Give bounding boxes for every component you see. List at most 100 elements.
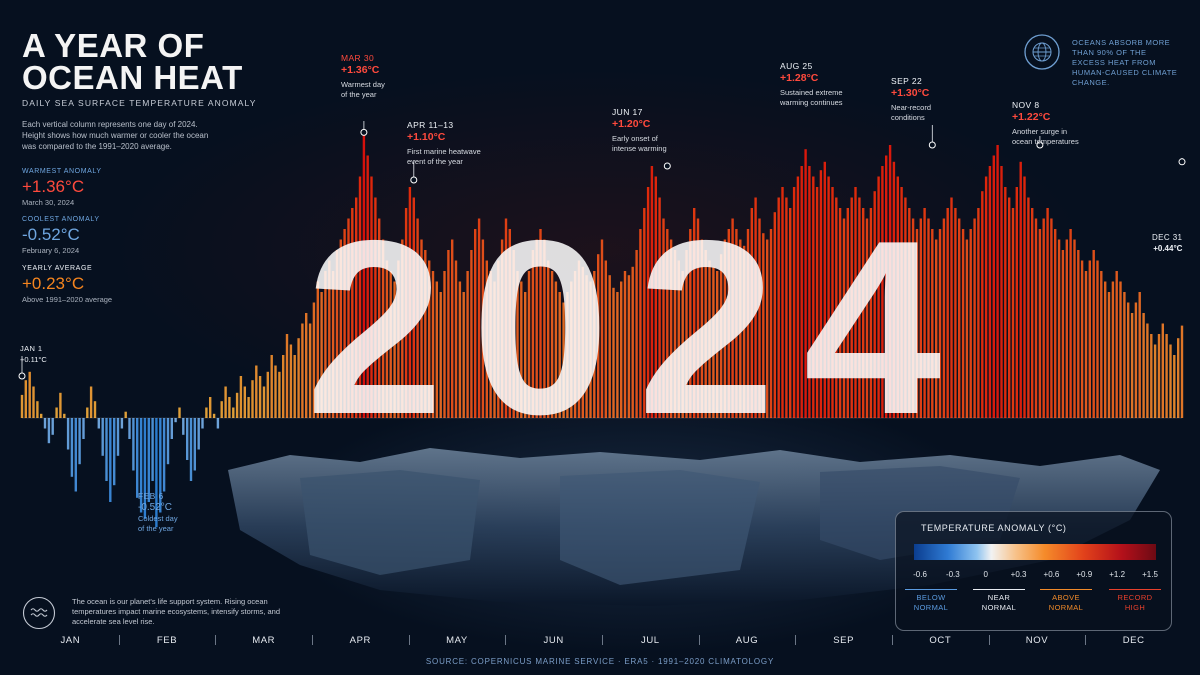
- anomaly-bar: [961, 229, 965, 418]
- anomaly-bar: [143, 418, 147, 519]
- anomaly-bar: [1127, 302, 1130, 418]
- anomaly-bar: [1169, 344, 1172, 418]
- anomaly-bar: [654, 176, 657, 418]
- anomaly-bar: [766, 239, 769, 418]
- anomaly-bar: [278, 371, 281, 418]
- anomaly-bar: [174, 418, 177, 423]
- anomaly-bar: [120, 418, 124, 429]
- legend-tick-label: +0.6: [1043, 570, 1060, 579]
- average-stat-label: YEARLY AVERAGE: [22, 265, 93, 272]
- anomaly-bar: [474, 229, 477, 418]
- anomaly-bar: [731, 218, 734, 418]
- anomaly-bar: [643, 208, 646, 418]
- month-separator: [795, 635, 797, 645]
- anomaly-bar: [1088, 260, 1091, 418]
- anomaly-bar: [685, 250, 688, 418]
- anomaly-bar: [178, 407, 181, 418]
- anomaly-bar: [1042, 218, 1045, 418]
- anomaly-bar: [1046, 208, 1049, 418]
- coolest-stat-date: February 6, 2024: [22, 246, 80, 255]
- anomaly-bar: [328, 260, 331, 418]
- anomaly-bar: [239, 376, 243, 418]
- anomaly-bar: [232, 407, 235, 418]
- anomaly-bar: [412, 197, 415, 418]
- anomaly-bar: [627, 275, 631, 418]
- month-label: JUN: [543, 635, 564, 646]
- anomaly-bar: [1069, 229, 1072, 418]
- anomaly-bar: [958, 218, 961, 418]
- anomaly-bar: [662, 218, 665, 418]
- anomaly-bar: [401, 239, 404, 418]
- anomaly-bar: [500, 239, 504, 418]
- callout-marker: [663, 162, 671, 170]
- anomaly-bar: [785, 197, 788, 418]
- anomaly-bar: [1161, 323, 1164, 418]
- anomaly-bar: [251, 380, 254, 418]
- average-stat-value: +0.23°C: [22, 274, 85, 293]
- anomaly-bar: [274, 365, 277, 418]
- anomaly-bar: [1073, 239, 1076, 418]
- anomaly-bar: [443, 271, 446, 418]
- anomaly-bar: [1153, 344, 1157, 418]
- legend-tick-label: +1.5: [1142, 570, 1158, 579]
- anomaly-bar: [132, 418, 135, 471]
- anomaly-bar: [808, 166, 811, 418]
- anomaly-bar: [746, 229, 750, 418]
- anomaly-bar: [1023, 176, 1026, 418]
- legend-category-label: RECORD HIGH: [1117, 593, 1153, 612]
- anomaly-bar: [666, 229, 669, 418]
- anomaly-bar: [673, 250, 677, 418]
- anomaly-bar: [439, 292, 442, 418]
- month-separator: [408, 635, 410, 645]
- anomaly-bar: [570, 281, 573, 418]
- anomaly-bar: [635, 250, 638, 418]
- anomaly-bar: [735, 229, 738, 418]
- anomaly-bar: [831, 187, 834, 418]
- callout-aug25-value: +1.28°C: [780, 72, 819, 84]
- anomaly-bar: [282, 355, 285, 418]
- anomaly-bar: [128, 418, 131, 439]
- anomaly-bar: [393, 281, 396, 418]
- anomaly-bar: [769, 229, 773, 418]
- anomaly-bar: [358, 176, 362, 418]
- anomaly-bar: [74, 418, 77, 492]
- anomaly-bar: [197, 418, 200, 450]
- anomaly-bar: [389, 271, 392, 418]
- anomaly-bar: [1180, 325, 1184, 418]
- callout-nov8-date: NOV 8: [1012, 100, 1040, 110]
- year-watermark: 2024: [305, 188, 970, 466]
- callout-nov8: NOV 8 +1.22°C Another surge in ocean tem…: [1012, 100, 1079, 147]
- anomaly-bar: [742, 245, 746, 418]
- anomaly-bar: [700, 239, 704, 418]
- coolest-stat: COOLEST ANOMALY -0.52°C February 6, 2024: [22, 216, 100, 255]
- callout-dec31-date: DEC 31: [1152, 233, 1183, 242]
- anomaly-bar: [1157, 334, 1161, 418]
- anomaly-bar: [693, 208, 696, 418]
- callout-apr11-date: APR 11–13: [407, 120, 454, 130]
- legend-category-line: [905, 589, 957, 590]
- legend-tick-label: +0.9: [1076, 570, 1093, 579]
- warmest-stat-value: +1.36°C: [22, 177, 85, 196]
- anomaly-bar: [1119, 281, 1122, 418]
- anomaly-bar: [216, 418, 220, 429]
- month-separator: [118, 635, 120, 645]
- anomaly-bar: [378, 218, 381, 418]
- anomaly-bar: [1061, 250, 1065, 418]
- anomaly-bar: [535, 239, 538, 418]
- anomaly-bar: [36, 401, 39, 418]
- anomaly-bar: [558, 292, 561, 418]
- legend-category-label: ABOVE NORMAL: [1048, 593, 1084, 612]
- anomaly-bar: [316, 281, 319, 418]
- anomaly-bar: [973, 218, 976, 418]
- anomaly-bar: [397, 260, 400, 418]
- anomaly-bar: [189, 418, 193, 481]
- anomaly-bar: [1115, 271, 1118, 418]
- anomaly-bar: [381, 239, 385, 418]
- anomaly-bar: [689, 229, 692, 418]
- callout-marker: [1178, 158, 1186, 166]
- legend-tick-label: 0: [983, 570, 988, 579]
- anomaly-bar: [885, 155, 888, 418]
- anomaly-bar: [351, 208, 354, 418]
- anomaly-bar: [758, 218, 761, 418]
- anomaly-bar: [1057, 239, 1061, 418]
